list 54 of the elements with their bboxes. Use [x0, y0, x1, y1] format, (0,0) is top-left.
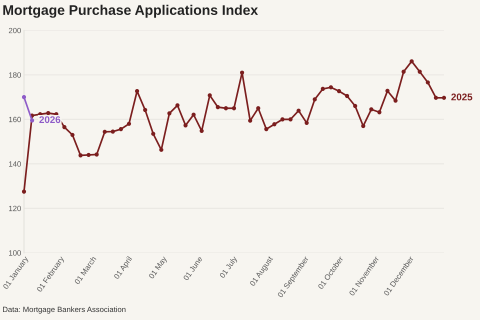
point [62, 125, 66, 130]
point [377, 110, 382, 114]
point [369, 107, 374, 112]
point [344, 94, 350, 98]
point [216, 105, 220, 110]
point [208, 93, 212, 98]
point [296, 108, 301, 113]
point [22, 190, 26, 194]
point [256, 106, 260, 110]
point [175, 103, 180, 108]
point [192, 112, 196, 117]
point [94, 152, 99, 157]
point [110, 130, 115, 134]
point [30, 118, 34, 123]
chart-title: Mortgage Purchase Applications Index [3, 4, 258, 18]
point [78, 153, 83, 158]
point [183, 123, 188, 128]
point [272, 122, 276, 126]
point [159, 148, 164, 152]
point [167, 111, 172, 116]
point [248, 118, 252, 123]
point [200, 128, 204, 134]
point [280, 117, 285, 122]
point [134, 89, 140, 94]
point [151, 132, 156, 136]
point [118, 127, 124, 132]
point [304, 120, 309, 125]
series-label: 2026 [39, 116, 60, 124]
point [418, 70, 422, 74]
point [393, 98, 398, 103]
point [336, 89, 342, 94]
point [86, 152, 91, 158]
point [232, 106, 236, 110]
point [240, 70, 244, 75]
point [328, 85, 334, 90]
point [442, 96, 446, 100]
point [402, 70, 406, 74]
point [143, 108, 148, 112]
point [320, 86, 325, 91]
point [288, 117, 293, 122]
point [312, 97, 317, 102]
point [264, 127, 268, 132]
point [70, 132, 75, 138]
point [426, 80, 430, 85]
point [353, 104, 358, 108]
point [410, 59, 414, 64]
point [22, 95, 26, 100]
point [434, 96, 438, 100]
point [102, 130, 107, 134]
point [46, 111, 50, 116]
series-label: 2025 [451, 94, 472, 100]
point [385, 88, 390, 93]
point [224, 106, 228, 110]
point [126, 122, 132, 126]
